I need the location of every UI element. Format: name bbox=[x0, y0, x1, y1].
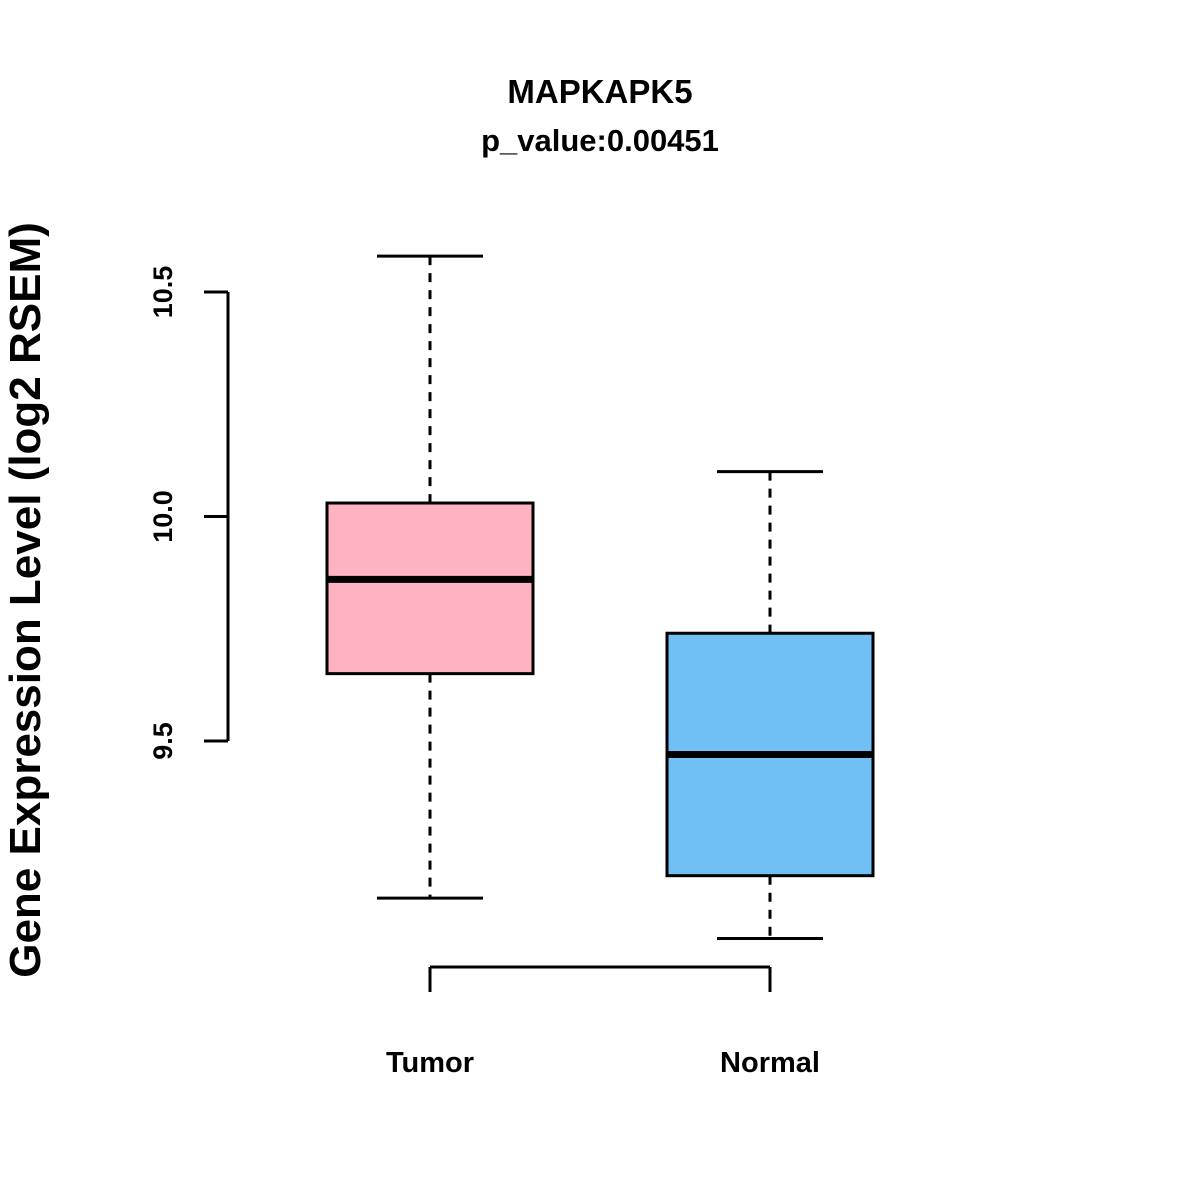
chart-subtitle: p_value:0.00451 bbox=[481, 123, 719, 158]
y-axis-label: Gene Expression Level (log2 RSEM) bbox=[1, 222, 50, 978]
box-tumor bbox=[325, 501, 535, 676]
category-label-normal: Normal bbox=[720, 1047, 820, 1079]
y-tick-label: 10.0 bbox=[148, 490, 178, 543]
y-tick-label: 10.5 bbox=[148, 266, 178, 319]
category-label-tumor: Tumor bbox=[386, 1047, 474, 1079]
plot-elements: 9.5 10.0 10.5 Tumor Normal bbox=[148, 254, 875, 1079]
y-tick-label: 9.5 bbox=[148, 722, 178, 760]
chart-title: MAPKAPK5 bbox=[507, 73, 692, 110]
